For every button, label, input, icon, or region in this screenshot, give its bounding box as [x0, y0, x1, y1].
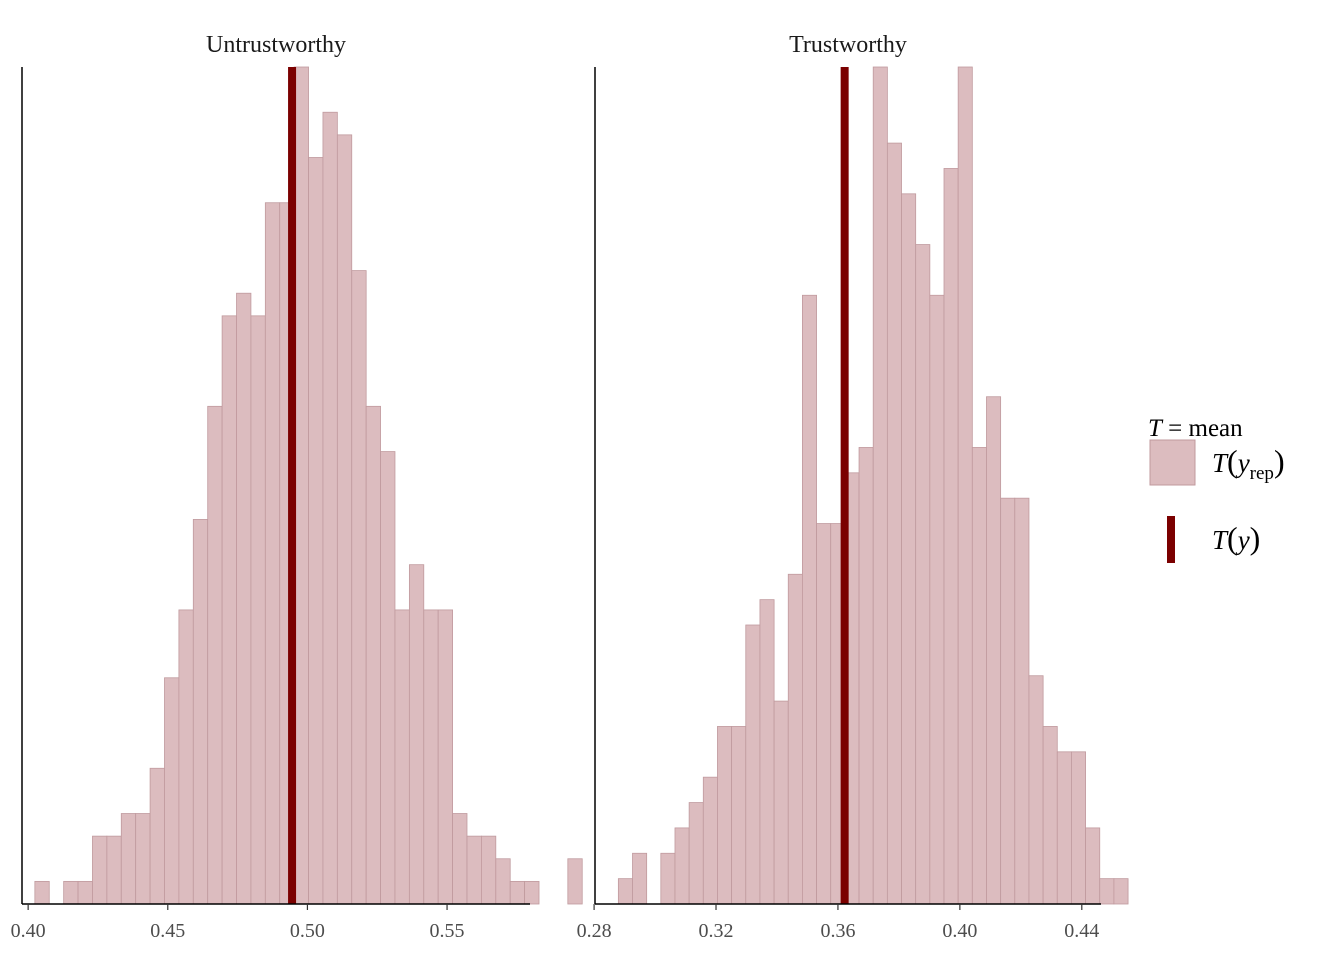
histogram-bar [452, 813, 468, 905]
x-tick-label: 0.40 [11, 920, 46, 942]
histogram-bar [567, 858, 583, 905]
x-tick-label: 0.32 [699, 920, 734, 942]
histogram-bar [1028, 675, 1044, 905]
panel-trustworthy: Trustworthy 0.28 0.32 0.36 0.40 0.44 [577, 32, 1129, 942]
histogram-bar [365, 405, 381, 905]
histogram-bar [1071, 751, 1086, 905]
histogram-bar [660, 852, 676, 905]
legend-key-bar [1149, 439, 1196, 486]
legend-title: T = mean [1148, 415, 1243, 442]
histogram-bar [423, 609, 439, 905]
x-tick-label: 0.55 [430, 920, 465, 942]
histogram-bar [192, 519, 209, 905]
legend: T = mean T(yrep) T(y) [1148, 415, 1285, 563]
histogram-bar [787, 573, 803, 905]
histogram-bar [34, 880, 50, 905]
histogram-bar [466, 835, 482, 905]
histogram-bar [717, 726, 733, 905]
histogram-bar [149, 767, 165, 905]
histogram-bar [164, 677, 180, 905]
histogram-bar [1113, 878, 1129, 905]
histogram-bar [1042, 726, 1058, 905]
observed-stat-bar [840, 67, 849, 904]
histogram-bar [495, 858, 511, 905]
histogram-bar [394, 609, 410, 905]
histogram-bar [702, 776, 718, 905]
x-axis-ticks: 0.40 0.45 0.50 0.55 [11, 904, 465, 942]
histogram-bar [380, 451, 396, 905]
histogram-bar [250, 315, 266, 905]
histogram-bar [943, 168, 959, 905]
histogram-bar [63, 880, 79, 905]
histogram-bar [1085, 827, 1101, 905]
legend-label-yrep: T(yrep) [1212, 443, 1285, 484]
panel-title: Untrustworthy [206, 32, 346, 58]
histogram-bar [858, 447, 874, 905]
histogram-bar [886, 142, 902, 905]
histogram-bar [408, 564, 425, 905]
histogram-bar [1000, 497, 1016, 905]
histogram-bar [77, 880, 93, 905]
histogram-bar [264, 202, 281, 905]
x-tick-label: 0.50 [290, 920, 325, 942]
histogram-bars [34, 66, 583, 905]
x-tick-label: 0.36 [820, 920, 855, 942]
histogram-bar [915, 244, 931, 905]
histogram-bar [957, 66, 973, 905]
x-tick-label: 0.40 [942, 920, 977, 942]
histogram-bar [524, 880, 540, 905]
histogram-bar [971, 447, 987, 905]
histogram-bar [1099, 878, 1115, 905]
histogram-bar [816, 523, 832, 905]
histogram-bar [236, 292, 252, 905]
histogram-bar [336, 134, 353, 905]
histogram-bar [92, 835, 108, 905]
histogram-bar [437, 609, 453, 905]
histogram-bar [293, 66, 309, 905]
histogram-bar [308, 157, 324, 905]
x-axis-ticks: 0.28 0.32 0.36 0.40 0.44 [577, 904, 1099, 942]
histogram-bar [509, 880, 526, 905]
histogram-bar [322, 111, 338, 905]
histogram-bar [207, 405, 223, 905]
x-tick-label: 0.45 [150, 920, 185, 942]
observed-stat-bar [288, 67, 297, 904]
histogram-bar [688, 802, 704, 905]
histogram-bar [135, 813, 151, 905]
histogram-bar [929, 294, 945, 905]
histogram-bar [802, 294, 817, 905]
axes [594, 67, 1101, 905]
x-tick-label: 0.28 [577, 920, 612, 942]
histogram-bar [106, 835, 122, 905]
histogram-bar [745, 624, 761, 905]
observed-stat-line [840, 67, 849, 904]
histogram-bar [1014, 497, 1030, 905]
x-tick-label: 0.44 [1064, 920, 1099, 942]
histogram-bar [178, 609, 194, 905]
histogram-bar [759, 599, 775, 905]
histogram-bar [731, 726, 747, 905]
histogram-bar [120, 813, 137, 905]
histogram-bar [221, 315, 237, 905]
histogram-bar [1056, 751, 1072, 905]
axes [21, 67, 530, 905]
observed-stat-line [288, 67, 297, 904]
histogram-bar [632, 852, 648, 905]
histogram-bar [480, 835, 497, 905]
histogram-bar [872, 66, 888, 905]
histogram-bar [617, 878, 633, 905]
legend-label-y: T(y) [1212, 520, 1260, 556]
histogram-bar [986, 396, 1002, 905]
panel-title: Trustworthy [789, 32, 907, 58]
histogram-bar [773, 700, 789, 905]
histogram-bar [901, 193, 917, 905]
histogram-bars [617, 66, 1129, 905]
histogram-bar [674, 827, 690, 905]
panel-untrustworthy: Untrustworthy 0.40 0.45 0.50 0.55 [11, 32, 583, 942]
histogram-bar [351, 270, 367, 905]
legend-key-line [1167, 516, 1175, 563]
